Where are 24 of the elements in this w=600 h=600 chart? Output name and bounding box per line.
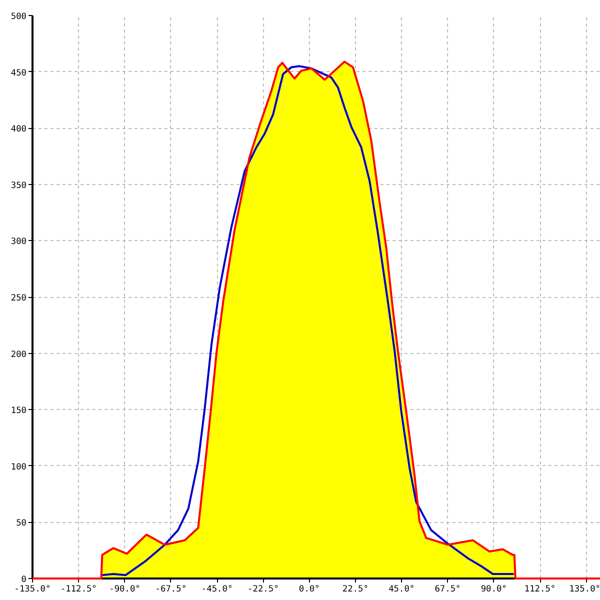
x-tick-label: 0.0° <box>298 584 320 594</box>
y-tick-label: 100 <box>10 462 27 472</box>
y-tick-label: 0 <box>21 575 27 585</box>
x-tick-label: -22.5° <box>248 584 279 594</box>
y-tick-label: 350 <box>10 180 27 191</box>
x-tick-label: -90.0° <box>109 584 140 594</box>
x-tick-label: -135.0° <box>14 584 51 594</box>
y-tick-label: 400 <box>10 124 27 135</box>
y-tick-label: 250 <box>10 294 27 304</box>
x-tick-label: 22.5° <box>342 584 368 594</box>
x-tick-label: 45.0° <box>388 584 415 594</box>
x-tick-label: 135.0° <box>569 584 600 594</box>
y-tick-label: 500 <box>10 12 27 22</box>
y-tick-label: 150 <box>10 406 27 416</box>
x-tick-label: 90.0° <box>480 584 507 594</box>
y-tick-label: 300 <box>10 237 27 248</box>
x-tick-label: 67.5° <box>434 584 461 594</box>
x-tick-label: -45.0° <box>201 584 233 594</box>
y-tick-label: 200 <box>10 350 27 360</box>
x-tick-label: -112.5° <box>60 584 97 594</box>
x-tick-label: 112.5° <box>524 584 556 594</box>
y-tick-label: 450 <box>10 68 27 78</box>
x-tick-label: -67.5° <box>155 584 187 594</box>
y-tick-label: 50 <box>16 518 27 529</box>
